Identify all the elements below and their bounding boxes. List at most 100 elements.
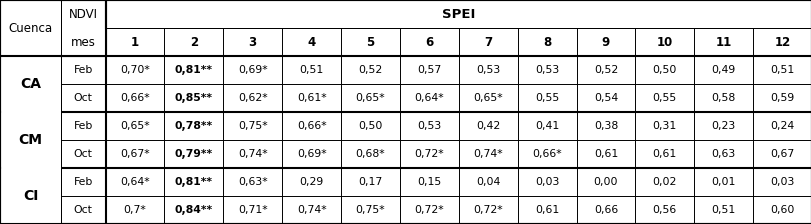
- Text: 0,51: 0,51: [710, 205, 735, 215]
- Text: 0,81**: 0,81**: [174, 65, 212, 75]
- Text: 3: 3: [248, 35, 256, 49]
- Text: 0,74*: 0,74*: [297, 205, 326, 215]
- Text: 0,52: 0,52: [358, 65, 382, 75]
- Text: 0,84**: 0,84**: [174, 205, 212, 215]
- Text: 0,65*: 0,65*: [120, 121, 149, 131]
- Text: 0,66*: 0,66*: [120, 93, 149, 103]
- Text: 0,61: 0,61: [534, 205, 559, 215]
- Bar: [0, 168, 61, 224]
- Text: 0,66*: 0,66*: [532, 149, 561, 159]
- Text: 0,57: 0,57: [417, 65, 441, 75]
- Text: 1: 1: [131, 35, 139, 49]
- Text: 0,61*: 0,61*: [297, 93, 326, 103]
- Text: 0,75*: 0,75*: [355, 205, 384, 215]
- Text: 0,69*: 0,69*: [238, 65, 267, 75]
- Text: 0,53: 0,53: [534, 65, 559, 75]
- Text: Oct: Oct: [74, 93, 92, 103]
- Text: 0,51: 0,51: [770, 65, 794, 75]
- Text: 0,64*: 0,64*: [414, 93, 444, 103]
- Text: 0,54: 0,54: [593, 93, 617, 103]
- Text: 12: 12: [774, 35, 790, 49]
- Text: 0,72*: 0,72*: [473, 205, 502, 215]
- Text: 0,04: 0,04: [475, 177, 500, 187]
- Text: Feb: Feb: [74, 121, 92, 131]
- Text: 0,03: 0,03: [770, 177, 794, 187]
- Text: 0,60: 0,60: [770, 205, 794, 215]
- Text: 11: 11: [714, 35, 731, 49]
- Text: NDVI: NDVI: [69, 7, 97, 21]
- Text: 0,62*: 0,62*: [238, 93, 267, 103]
- Text: 0,63*: 0,63*: [238, 177, 267, 187]
- Text: 0,85**: 0,85**: [174, 93, 212, 103]
- Bar: [0, 56, 61, 112]
- Text: 0,50: 0,50: [358, 121, 382, 131]
- Text: 0,24: 0,24: [770, 121, 794, 131]
- Text: 0,56: 0,56: [652, 205, 676, 215]
- Text: 0,15: 0,15: [417, 177, 441, 187]
- Bar: [105, 0, 811, 28]
- Text: 0,53: 0,53: [417, 121, 441, 131]
- Text: CI: CI: [23, 189, 38, 203]
- Text: 10: 10: [656, 35, 672, 49]
- Text: 0,29: 0,29: [299, 177, 324, 187]
- Text: 0,70*: 0,70*: [120, 65, 150, 75]
- Text: 0,53: 0,53: [475, 65, 500, 75]
- Text: 0,75*: 0,75*: [238, 121, 267, 131]
- Text: 0,66: 0,66: [593, 205, 617, 215]
- Text: Oct: Oct: [74, 205, 92, 215]
- Text: 0,58: 0,58: [710, 93, 735, 103]
- Text: Cuenca: Cuenca: [8, 22, 53, 34]
- Text: 0,66*: 0,66*: [297, 121, 326, 131]
- Text: 0,61: 0,61: [593, 149, 617, 159]
- Text: 0,03: 0,03: [534, 177, 559, 187]
- Text: 2: 2: [190, 35, 198, 49]
- Bar: [61, 0, 105, 56]
- Text: 0,67*: 0,67*: [120, 149, 149, 159]
- Text: 0,78**: 0,78**: [174, 121, 212, 131]
- Text: 0,74*: 0,74*: [238, 149, 267, 159]
- Text: 0,72*: 0,72*: [414, 205, 444, 215]
- Text: 0,61: 0,61: [652, 149, 676, 159]
- Text: 0,41: 0,41: [534, 121, 559, 131]
- Text: 0,55: 0,55: [652, 93, 676, 103]
- Text: 0,01: 0,01: [710, 177, 735, 187]
- Text: 0,65*: 0,65*: [473, 93, 502, 103]
- Text: CA: CA: [20, 77, 41, 91]
- Text: 0,7*: 0,7*: [123, 205, 146, 215]
- Text: 0,50: 0,50: [652, 65, 676, 75]
- Text: 0,74*: 0,74*: [473, 149, 502, 159]
- Text: 0,63: 0,63: [710, 149, 735, 159]
- Text: 0,72*: 0,72*: [414, 149, 444, 159]
- Text: 0,42: 0,42: [475, 121, 500, 131]
- Text: 0,38: 0,38: [593, 121, 617, 131]
- Text: CM: CM: [19, 133, 42, 147]
- Text: 5: 5: [366, 35, 374, 49]
- Text: 0,23: 0,23: [710, 121, 735, 131]
- Text: Feb: Feb: [74, 65, 92, 75]
- Text: 0,00: 0,00: [593, 177, 617, 187]
- Bar: [0, 112, 61, 168]
- Text: Feb: Feb: [74, 177, 92, 187]
- Text: 0,67: 0,67: [770, 149, 794, 159]
- Text: 0,51: 0,51: [299, 65, 324, 75]
- Text: 0,52: 0,52: [593, 65, 617, 75]
- Text: SPEI: SPEI: [441, 7, 475, 21]
- Text: 6: 6: [425, 35, 433, 49]
- Bar: [0, 0, 61, 56]
- Text: 0,17: 0,17: [358, 177, 382, 187]
- Text: 0,68*: 0,68*: [355, 149, 384, 159]
- Text: 0,64*: 0,64*: [120, 177, 149, 187]
- Text: mes: mes: [71, 35, 96, 49]
- Text: 7: 7: [483, 35, 491, 49]
- Text: 4: 4: [307, 35, 315, 49]
- Text: 0,65*: 0,65*: [355, 93, 384, 103]
- Text: 0,31: 0,31: [652, 121, 676, 131]
- Text: 0,49: 0,49: [710, 65, 735, 75]
- Text: 0,71*: 0,71*: [238, 205, 267, 215]
- Text: 0,59: 0,59: [770, 93, 794, 103]
- Text: 9: 9: [601, 35, 609, 49]
- Text: Oct: Oct: [74, 149, 92, 159]
- Text: 8: 8: [543, 35, 551, 49]
- Text: 0,81**: 0,81**: [174, 177, 212, 187]
- Text: 0,02: 0,02: [652, 177, 676, 187]
